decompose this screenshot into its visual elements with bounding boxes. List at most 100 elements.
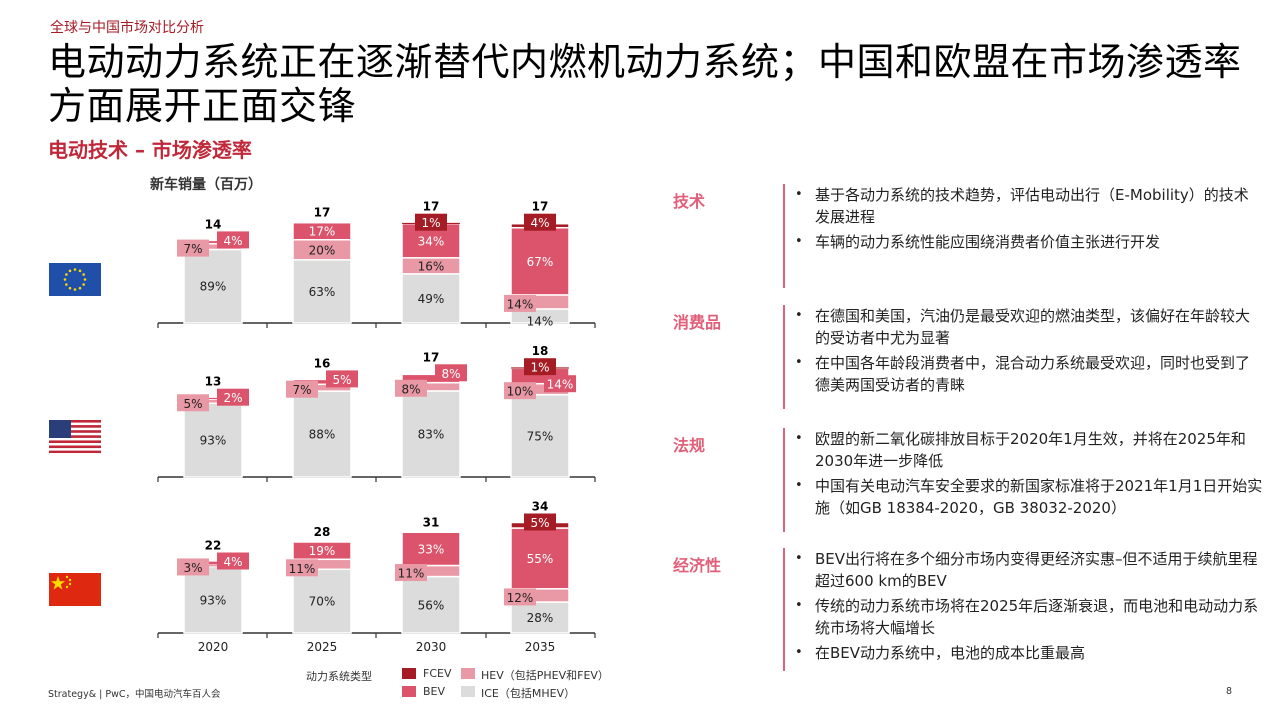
bullet-item: 车辆的动力系统性能应围绕消费者价值主张进行开发 bbox=[793, 231, 1263, 253]
value-label-bev: 2% bbox=[223, 391, 242, 405]
category-label: 法规 bbox=[673, 436, 706, 455]
value-label-ice: 28% bbox=[527, 611, 554, 625]
bar-bev-China-2030 bbox=[401, 531, 461, 567]
legend-title: 动力系统类型 bbox=[306, 670, 372, 683]
bullet-item: 欧盟的新二氧化碳排放目标于2020年1月生效，并将在2025年和2030年进一步… bbox=[793, 428, 1263, 472]
value-label-bev: 19% bbox=[309, 544, 336, 558]
value-label-fcev: 4% bbox=[530, 216, 549, 230]
category-label: 技术 bbox=[673, 192, 706, 211]
value-label-hev: 11% bbox=[289, 562, 316, 576]
bullet-list: 欧盟的新二氧化碳排放目标于2020年1月生效，并将在2025年和2030年进一步… bbox=[793, 428, 1263, 522]
x-tick-label: 2025 bbox=[307, 640, 338, 654]
value-label-hev: 3% bbox=[183, 561, 202, 575]
bullet-item: 基于各动力系统的技术趋势，评估电动出行（E-Mobility）的技术发展进程 bbox=[793, 184, 1263, 228]
section-label: 全球与中国市场对比分析 bbox=[50, 20, 204, 36]
value-label-bev: 8% bbox=[441, 367, 460, 381]
eu-flag-icon bbox=[49, 263, 101, 296]
value-label-bev: 67% bbox=[527, 255, 554, 269]
total-label: 17 bbox=[532, 200, 549, 214]
value-label-hev: 8% bbox=[401, 382, 420, 396]
bar-ice-China-2030 bbox=[401, 575, 461, 634]
bar-ice-US-2020 bbox=[183, 402, 243, 478]
bar-ice-US-2035 bbox=[510, 393, 570, 478]
bar-ice-EU-2030 bbox=[401, 273, 461, 324]
footer-source: Strategy& | PwC，中国电动汽车百人会 bbox=[48, 689, 221, 700]
label-box bbox=[177, 394, 209, 412]
bar-ice-US-2025 bbox=[292, 390, 352, 478]
legend-swatch-ice bbox=[461, 686, 475, 697]
value-label-fcev: 5% bbox=[530, 516, 549, 530]
us-flag-icon bbox=[49, 420, 101, 453]
label-box bbox=[524, 513, 556, 531]
label-box bbox=[544, 375, 576, 393]
value-label-ice: 83% bbox=[418, 427, 445, 441]
bullet-item: 在德国和美国，汽油仍是最受欢迎的燃油类型，该偏好在年龄较大的受访者中尤为显著 bbox=[793, 305, 1263, 349]
star-icon bbox=[82, 283, 85, 286]
section-divider bbox=[783, 305, 785, 409]
total-label: 17 bbox=[314, 206, 331, 220]
section-divider bbox=[783, 548, 785, 671]
value-label-bev: 5% bbox=[332, 373, 351, 387]
star-icon bbox=[68, 286, 72, 290]
label-box bbox=[524, 358, 556, 376]
value-label-hev: 10% bbox=[507, 385, 534, 399]
value-label-bev: 14% bbox=[547, 378, 574, 392]
total-label: 31 bbox=[423, 515, 440, 529]
category-label: 经济性 bbox=[673, 556, 722, 575]
bullet-item: BEV出行将在多个细分市场内变得更经济实惠–但不适用于续航里程超过600 km的… bbox=[793, 548, 1263, 592]
star-icon bbox=[65, 283, 68, 286]
star-icon bbox=[78, 269, 82, 273]
label-box bbox=[217, 552, 249, 570]
bullet-list: BEV出行将在多个细分市场内变得更经济实惠–但不适用于续航里程超过600 km的… bbox=[793, 548, 1263, 667]
label-box bbox=[217, 231, 249, 249]
bullet-item: 在BEV动力系统中，电池的成本比重最高 bbox=[793, 642, 1263, 664]
value-label-hev: 5% bbox=[183, 397, 202, 411]
legend-hev: HEV（包括PHEV和FEV） bbox=[481, 669, 609, 682]
value-label-hev: 11% bbox=[398, 567, 425, 581]
value-label-hev: 14% bbox=[507, 297, 534, 311]
bar-ice-US-2030 bbox=[401, 390, 461, 478]
value-label-ice: 56% bbox=[418, 598, 445, 612]
bar-ice-China-2020 bbox=[183, 565, 243, 634]
value-label-bev: 17% bbox=[309, 225, 336, 239]
label-box bbox=[177, 239, 209, 257]
total-label: 13 bbox=[205, 375, 222, 389]
value-label-ice: 75% bbox=[527, 429, 554, 443]
label-box bbox=[395, 379, 427, 397]
label-box bbox=[217, 388, 249, 406]
value-label-bev: 4% bbox=[223, 234, 242, 248]
bar-ice-EU-2025 bbox=[292, 259, 352, 324]
label-box bbox=[504, 382, 536, 400]
label-box bbox=[415, 213, 447, 231]
label-box bbox=[395, 564, 427, 582]
bar-bev-China-2025 bbox=[292, 541, 352, 561]
total-label: 22 bbox=[205, 539, 222, 553]
value-label-ice: 49% bbox=[418, 292, 445, 306]
value-label-hev: 20% bbox=[309, 243, 336, 257]
total-label: 28 bbox=[314, 525, 331, 539]
value-label-fcev: 1% bbox=[421, 216, 440, 230]
value-label-hev: 7% bbox=[183, 242, 202, 256]
value-label-ice: 63% bbox=[309, 285, 336, 299]
star-icon bbox=[83, 278, 87, 281]
label-box bbox=[286, 559, 318, 577]
value-label-ice: 93% bbox=[200, 434, 227, 448]
total-label: 17 bbox=[423, 200, 440, 214]
value-label-hev: 12% bbox=[507, 591, 534, 605]
label-box bbox=[177, 558, 209, 576]
section-divider bbox=[783, 184, 785, 288]
value-label-bev: 34% bbox=[418, 234, 445, 248]
value-label-hev: 16% bbox=[418, 259, 445, 273]
legend-ice: ICE（包括MHEV） bbox=[481, 687, 576, 700]
value-label-fcev: 1% bbox=[530, 361, 549, 375]
label-box bbox=[435, 364, 467, 382]
page-title: 电动动力系统正在逐渐替代内燃机动力系统；中国和欧盟在市场渗透率方面展开正面交锋 bbox=[48, 40, 1242, 128]
star-icon bbox=[82, 273, 85, 276]
value-label-bev: 55% bbox=[527, 552, 554, 566]
legend-swatch-fcev bbox=[402, 668, 416, 679]
bullet-list: 基于各动力系统的技术趋势，评估电动出行（E-Mobility）的技术发展进程车辆… bbox=[793, 184, 1263, 256]
bullet-item: 中国有关电动汽车安全要求的新国家标准将于2021年1月1日开始实施（如GB 18… bbox=[793, 475, 1263, 519]
chart-title: 新车销量（百万） bbox=[150, 177, 262, 193]
value-label-ice: 93% bbox=[200, 593, 227, 607]
bullet-item: 传统的动力系统市场将在2025年后逐渐衰退，而电池和电动动力系统市场将大幅增长 bbox=[793, 595, 1263, 639]
